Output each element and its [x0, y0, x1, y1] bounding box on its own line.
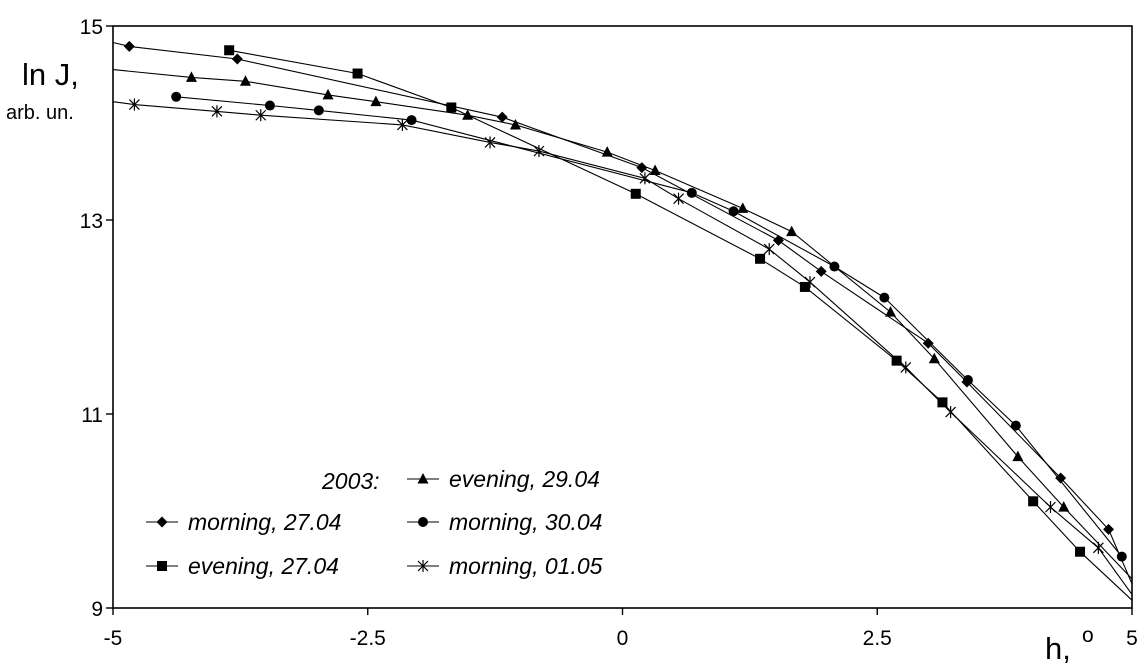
x-tick-label: 2.5 [863, 627, 892, 650]
legend-item: morning, 30.04 [407, 509, 602, 535]
data-point [601, 146, 613, 157]
data-point [231, 53, 243, 65]
data-point [1116, 551, 1127, 562]
data-point [1055, 472, 1067, 484]
legend-label: morning, 27.04 [188, 509, 341, 535]
data-point [322, 88, 334, 100]
data-point [922, 337, 934, 349]
data-point [224, 45, 235, 56]
data-point [1103, 523, 1115, 535]
data-point [185, 71, 197, 82]
legend-marker [417, 473, 429, 484]
data-point [313, 105, 324, 116]
data-point [879, 292, 890, 303]
data-point [1075, 546, 1086, 557]
data-point [484, 136, 496, 149]
data-point [533, 145, 545, 158]
plot-area-frame [112, 25, 1133, 609]
data-point [884, 306, 896, 317]
data-point [630, 188, 641, 199]
legend: 2003: morning, 27.04 evening, 27.04 evenin… [146, 466, 603, 579]
data-point [396, 118, 408, 131]
data-point [829, 261, 840, 272]
legend-marker [157, 561, 167, 571]
data-point [1045, 501, 1056, 514]
series-line [112, 69, 1133, 580]
y-tick-label: 11 [81, 404, 103, 427]
series-morning-01-05 [112, 98, 1133, 595]
data-point [815, 265, 827, 277]
data-point [211, 105, 223, 118]
legend-label: evening, 27.04 [188, 553, 339, 579]
data-point [945, 406, 957, 419]
series-line [112, 101, 1133, 595]
data-point [496, 111, 508, 123]
series-line [112, 41, 1133, 585]
data-point [673, 192, 684, 205]
data-point [755, 253, 766, 264]
legend-item: evening, 29.04 [407, 466, 600, 492]
legend-label: morning, 30.04 [449, 509, 602, 535]
x-tick-label: -5 [104, 627, 123, 650]
data-point [510, 118, 522, 130]
series-layer [112, 40, 1133, 601]
x-tick-label: -2.5 [350, 627, 386, 650]
data-point [446, 102, 457, 113]
data-point [255, 109, 267, 122]
data-point [937, 397, 948, 408]
data-point [639, 172, 651, 185]
data-point [128, 98, 140, 111]
legend-label: evening, 29.04 [449, 466, 600, 492]
data-point [239, 75, 251, 86]
series-evening-29-04 [112, 69, 1133, 580]
data-point [649, 164, 661, 176]
data-point [370, 95, 382, 107]
data-point [728, 206, 739, 217]
x-axis-label: h, [1045, 631, 1071, 666]
x-tick-label: 0 [617, 627, 629, 650]
data-point [686, 187, 697, 198]
y-axis-label: ln J, [22, 57, 79, 92]
data-point [900, 361, 912, 374]
data-point [804, 276, 816, 289]
x-tick-label: 5 [1126, 627, 1138, 650]
data-point [928, 352, 940, 364]
data-point [763, 243, 775, 256]
x-axis-label-degree: o [1082, 624, 1094, 647]
data-point [1012, 450, 1024, 462]
data-point [737, 202, 749, 213]
data-point [891, 355, 902, 366]
data-point [1028, 496, 1039, 507]
legend-label: morning, 01.05 [449, 553, 603, 579]
y-axis-unit-label: arb. un. [6, 102, 74, 124]
legend-marker [417, 560, 429, 572]
data-point [406, 115, 417, 126]
legend-marker [156, 516, 168, 528]
data-point [786, 225, 798, 237]
series-morning-30-04 [171, 91, 1127, 562]
data-point [1010, 420, 1021, 431]
data-point [1092, 541, 1104, 554]
y-tick-label: 15 [80, 16, 103, 39]
data-point [1058, 501, 1070, 512]
data-point [962, 375, 973, 386]
data-point [352, 68, 363, 79]
y-tick-label: 9 [91, 598, 103, 621]
data-point [123, 40, 135, 52]
y-tick-label: 13 [80, 210, 103, 233]
legend-item: morning, 01.05 [407, 553, 603, 579]
data-point [171, 91, 182, 102]
legend-item: evening, 27.04 [146, 553, 339, 579]
axis-ticks: -5 -2.5 0 2.5 5 9 11 13 15 [80, 16, 1138, 650]
data-point [462, 109, 474, 120]
data-point [264, 100, 275, 111]
legend-marker [418, 517, 428, 527]
legend-item: morning, 27.04 [146, 509, 341, 535]
legend-title: 2003: [321, 468, 380, 494]
